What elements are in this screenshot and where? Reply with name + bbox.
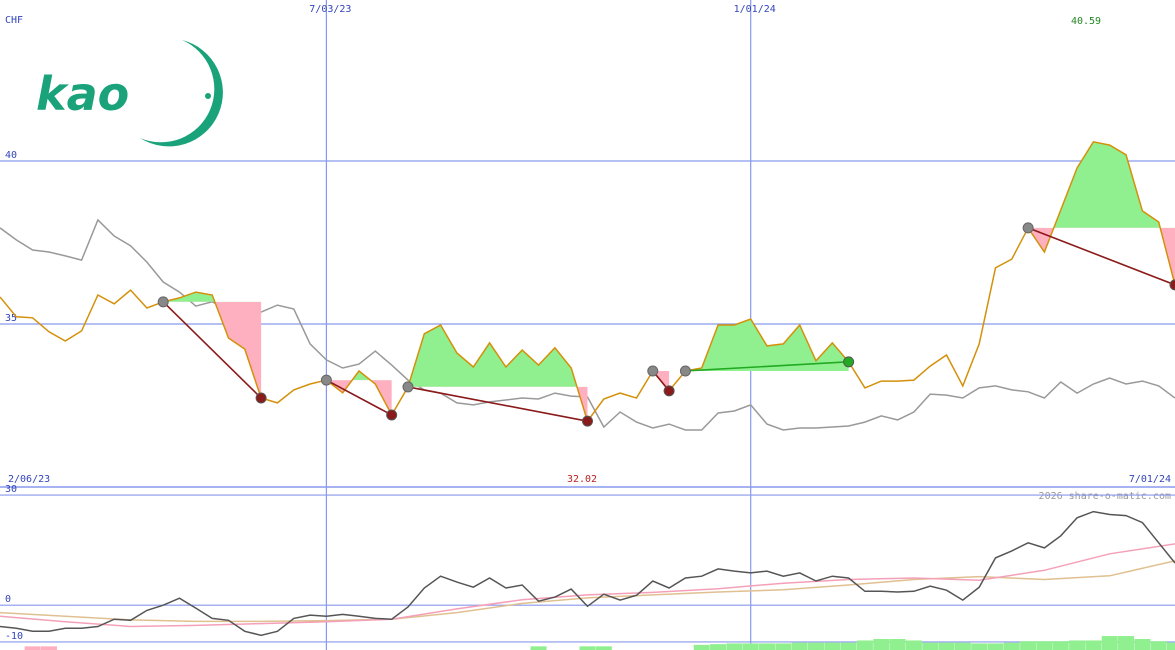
bar <box>1069 640 1086 650</box>
logo: kao <box>36 40 223 147</box>
signal-end <box>582 415 593 427</box>
end-date: 7/01/24 <box>1129 474 1171 485</box>
logo-eye <box>205 93 211 99</box>
bar <box>971 643 988 650</box>
bar <box>1036 641 1053 650</box>
y-tick-label: 30 <box>5 484 17 495</box>
bar <box>954 642 971 650</box>
logo-moon <box>140 40 223 147</box>
logo-text: kao <box>36 67 129 121</box>
bar <box>759 643 776 650</box>
signal-end <box>663 385 675 397</box>
signal-line <box>162 301 262 399</box>
signal-start <box>647 365 659 377</box>
signal-fill <box>685 319 849 371</box>
bar <box>530 646 547 650</box>
signal-end <box>1169 279 1175 291</box>
bar <box>579 646 596 650</box>
bar <box>791 642 808 650</box>
bar <box>922 642 939 650</box>
signal-start <box>402 381 414 393</box>
y-axis-label: CHF <box>5 15 23 26</box>
bar <box>1167 642 1175 650</box>
bar <box>873 638 890 650</box>
bar <box>1003 642 1020 650</box>
series-line <box>0 140 1175 423</box>
signal-line <box>685 361 849 372</box>
signal-fill <box>163 301 262 399</box>
bar <box>40 646 57 650</box>
bar <box>1134 638 1151 650</box>
signal-end <box>386 409 398 421</box>
bar <box>938 642 955 650</box>
bar <box>1118 636 1135 650</box>
signal-fill <box>407 324 588 387</box>
bar <box>807 642 824 650</box>
signal-fill <box>352 370 371 381</box>
bar <box>595 646 612 650</box>
bar <box>710 644 727 650</box>
bar <box>889 638 906 650</box>
signal-start <box>1022 222 1034 234</box>
signal-start <box>320 374 332 386</box>
signal-end <box>255 392 267 404</box>
bar <box>742 643 759 650</box>
series-line <box>0 560 1175 623</box>
bar <box>775 643 792 650</box>
y-tick-label: 0 <box>5 594 11 605</box>
bar <box>24 646 41 650</box>
y-tick-label: -10 <box>5 631 23 642</box>
bar <box>1101 636 1118 650</box>
credit: 2026 share-o-matic.com <box>1039 491 1171 502</box>
y-tick-label: 35 <box>5 313 17 324</box>
bar <box>905 640 922 650</box>
bar <box>693 644 710 650</box>
signal-line <box>407 386 588 422</box>
min-label: 32.02 <box>567 474 597 485</box>
start-date: 2/06/23 <box>8 474 50 485</box>
signal-end <box>843 356 855 368</box>
series-line <box>0 510 1175 637</box>
max-label: 40.59 <box>1071 16 1101 27</box>
signal-start <box>679 365 691 377</box>
x-tick-label: 1/01/24 <box>734 4 776 15</box>
bar <box>856 640 873 650</box>
signal-start <box>157 296 169 308</box>
series-line <box>0 543 1175 628</box>
bar <box>987 643 1004 650</box>
bar <box>1020 641 1037 650</box>
bar <box>1052 641 1069 650</box>
y-tick-label: 40 <box>5 150 17 161</box>
x-tick-label: 7/03/23 <box>309 4 351 15</box>
signal-line <box>1027 227 1175 286</box>
signal-fill <box>1028 141 1175 228</box>
bar <box>840 642 857 650</box>
bar <box>1150 641 1167 650</box>
bar <box>1085 640 1102 650</box>
signal-line <box>326 379 393 416</box>
bar <box>726 643 743 650</box>
bar <box>824 642 841 650</box>
